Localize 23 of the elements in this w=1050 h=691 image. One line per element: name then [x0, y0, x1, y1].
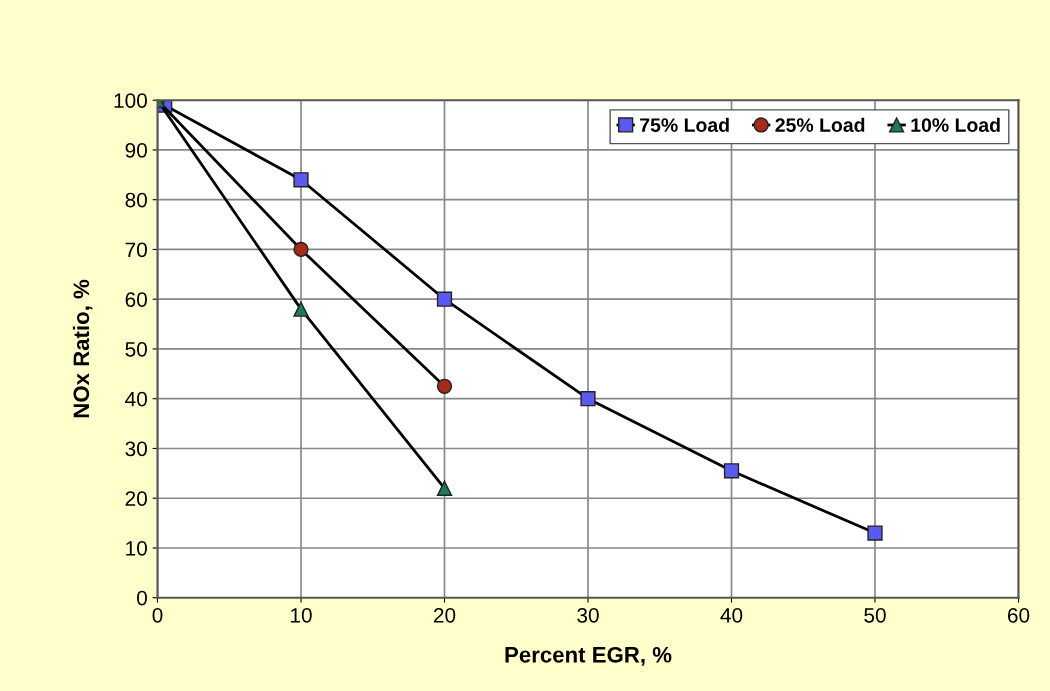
- y-tick-label: 10: [126, 540, 147, 556]
- x-tick-label: 50: [864, 607, 886, 623]
- x-tick-label: 60: [1007, 607, 1030, 623]
- y-axis-title: NOx Ratio, %: [72, 279, 93, 418]
- x-tick-label: 0: [152, 607, 163, 623]
- y-tick-label: 70: [125, 242, 147, 258]
- x-tick-label: 40: [720, 607, 743, 623]
- y-tick-label: 30: [125, 441, 147, 457]
- y-tick-label: 60: [125, 292, 147, 307]
- y-tick-label: 50: [125, 341, 147, 357]
- x-tick-label: 10: [291, 607, 312, 623]
- x-tick-label: 20: [433, 607, 456, 623]
- x-axis-title: Percent EGR, %: [505, 646, 672, 666]
- legend-label: 25% Load: [775, 117, 865, 132]
- y-tick-label: 0: [137, 590, 147, 606]
- x-tick-label: 30: [577, 607, 599, 623]
- y-tick-label: 100: [114, 93, 147, 108]
- y-tick-label: 90: [125, 142, 147, 158]
- legend-label: 10% Load: [911, 117, 1000, 132]
- y-tick-label: 20: [125, 491, 147, 506]
- y-tick-label: 80: [125, 192, 147, 208]
- y-tick-label: 40: [125, 391, 147, 407]
- legend-label: 75% Load: [640, 117, 729, 132]
